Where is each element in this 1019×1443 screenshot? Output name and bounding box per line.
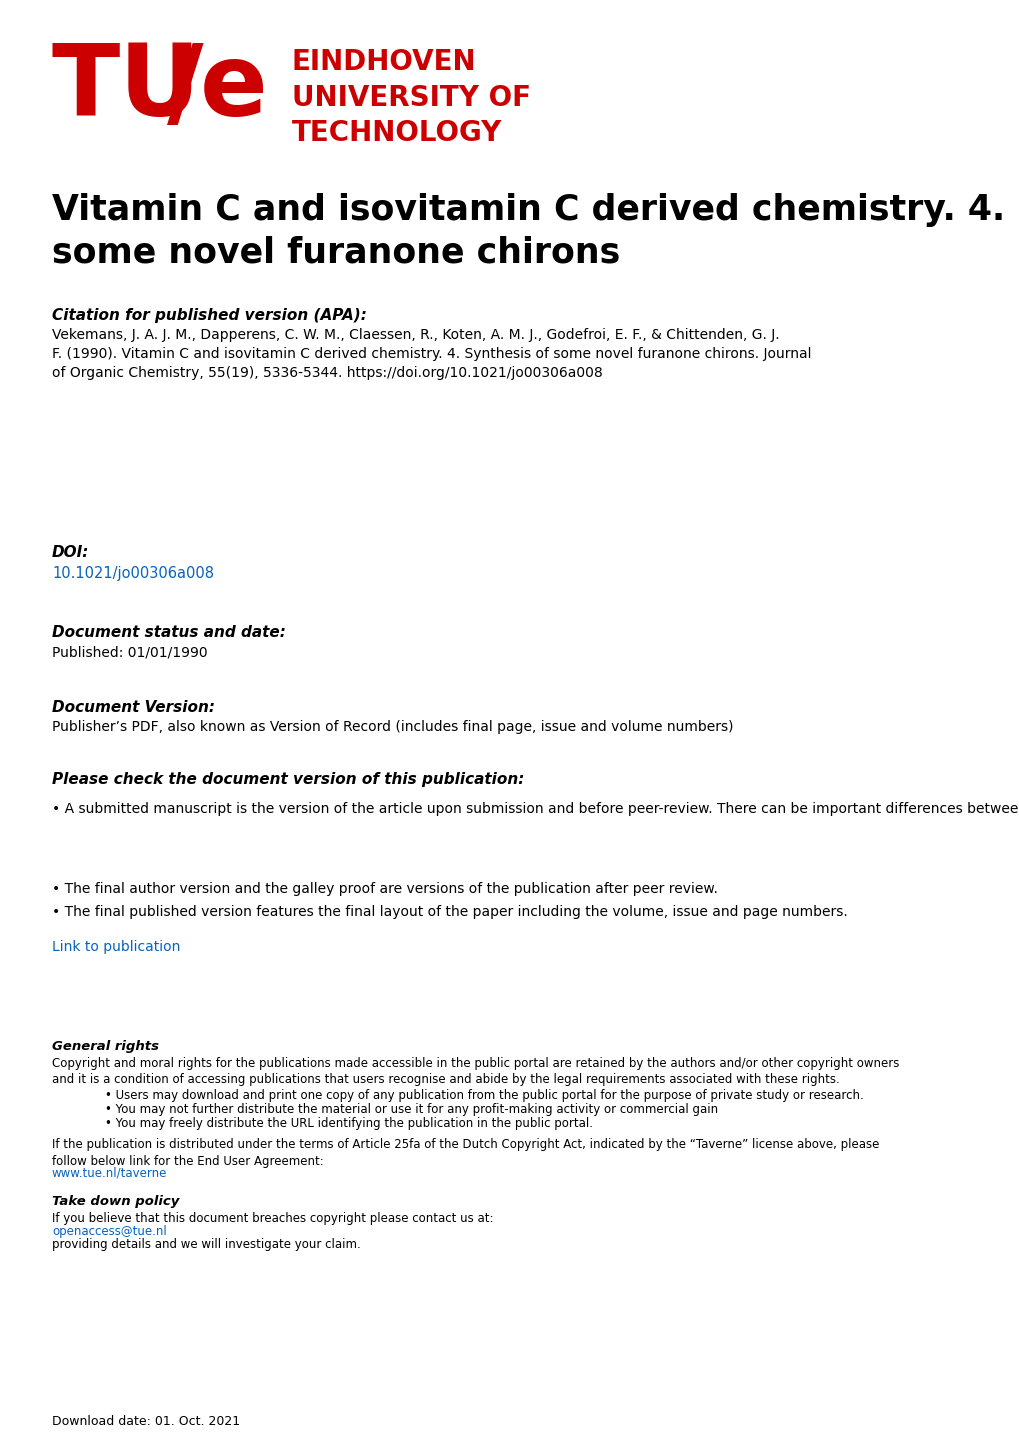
Text: Please check the document version of this publication:: Please check the document version of thi…: [52, 772, 524, 786]
Text: Document Version:: Document Version:: [52, 700, 215, 714]
Text: Download date: 01. Oct. 2021: Download date: 01. Oct. 2021: [52, 1416, 239, 1429]
Text: Document status and date:: Document status and date:: [52, 625, 285, 641]
Text: Link to publication: Link to publication: [52, 939, 180, 954]
Text: providing details and we will investigate your claim.: providing details and we will investigat…: [52, 1238, 361, 1251]
Text: Vitamin C and isovitamin C derived chemistry. 4. Synthesis of
some novel furanon: Vitamin C and isovitamin C derived chemi…: [52, 193, 1019, 268]
Text: • You may freely distribute the URL identifying the publication in the public po: • You may freely distribute the URL iden…: [105, 1117, 592, 1130]
Text: • A submitted manuscript is the version of the article upon submission and befor: • A submitted manuscript is the version …: [52, 802, 1019, 815]
Text: www.tue.nl/taverne: www.tue.nl/taverne: [52, 1166, 167, 1179]
Text: • The final author version and the galley proof are versions of the publication : • The final author version and the galle…: [52, 882, 717, 896]
Text: • You may not further distribute the material or use it for any profit-making ac: • You may not further distribute the mat…: [105, 1102, 717, 1115]
Text: e: e: [200, 40, 268, 137]
Text: Copyright and moral rights for the publications made accessible in the public po: Copyright and moral rights for the publi…: [52, 1058, 899, 1087]
Text: Citation for published version (APA):: Citation for published version (APA):: [52, 307, 367, 323]
Text: DOI:: DOI:: [52, 545, 90, 560]
Text: If the publication is distributed under the terms of Article 25fa of the Dutch C: If the publication is distributed under …: [52, 1139, 878, 1167]
Text: TU: TU: [52, 40, 201, 137]
Text: General rights: General rights: [52, 1040, 159, 1053]
Text: Vekemans, J. A. J. M., Dapperens, C. W. M., Claessen, R., Koten, A. M. J., Godef: Vekemans, J. A. J. M., Dapperens, C. W. …: [52, 328, 811, 380]
Text: • The final published version features the final layout of the paper including t: • The final published version features t…: [52, 905, 847, 919]
Text: • Users may download and print one copy of any publication from the public porta: • Users may download and print one copy …: [105, 1089, 863, 1102]
Text: /: /: [167, 40, 204, 137]
Text: openaccess@tue.nl: openaccess@tue.nl: [52, 1225, 166, 1238]
Text: 10.1021/jo00306a008: 10.1021/jo00306a008: [52, 566, 214, 582]
Text: Publisher’s PDF, also known as Version of Record (includes final page, issue and: Publisher’s PDF, also known as Version o…: [52, 720, 733, 734]
Text: If you believe that this document breaches copyright please contact us at:: If you believe that this document breach…: [52, 1212, 493, 1225]
Text: Take down policy: Take down policy: [52, 1195, 179, 1208]
Text: Published: 01/01/1990: Published: 01/01/1990: [52, 645, 208, 659]
Text: EINDHOVEN
UNIVERSITY OF
TECHNOLOGY: EINDHOVEN UNIVERSITY OF TECHNOLOGY: [291, 48, 531, 147]
